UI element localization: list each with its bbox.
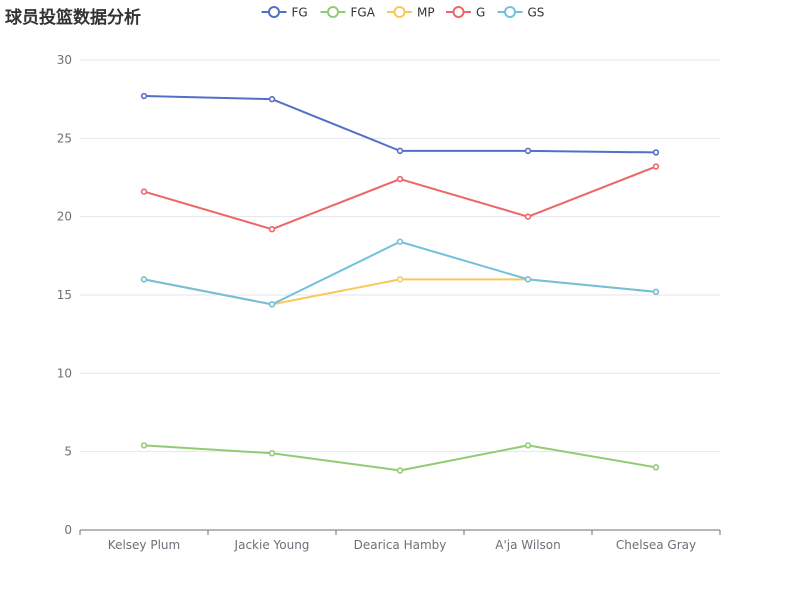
chart-title: 球员投篮数据分析 [5,8,141,28]
y-axis: 0 5 10 15 20 25 30 [57,53,72,537]
series-layer [140,92,660,474]
series-line [143,278,657,306]
legend-label: G [476,6,485,20]
series-fga [140,442,660,474]
legend-marker [268,6,280,18]
data-point [524,442,532,449]
legend-marker [327,6,339,18]
legend: FG FGA MP G GS [261,6,545,20]
y-tick-label: 15 [57,288,72,302]
legend-item-fga[interactable]: FGA [320,6,376,20]
data-point [652,163,660,170]
data-point [652,288,660,296]
y-tick-label: 10 [57,366,72,380]
legend-label: GS [528,6,545,20]
data-point [140,92,148,100]
data-point [140,188,148,195]
legend-label: FG [292,6,308,20]
legend-label: FGA [351,6,376,20]
legend-item-fg[interactable]: FG [261,6,308,20]
legend-marker [452,6,465,18]
legend-marker [393,6,406,18]
data-point [524,213,532,220]
data-point [652,149,660,156]
data-point [652,464,660,471]
data-point [524,276,532,283]
data-point [268,226,276,233]
legend-label: MP [417,6,435,20]
data-point [268,450,276,457]
x-tick-label: Chelsea Gray [616,538,696,552]
legend-marker [504,6,516,18]
grid-lines [80,59,720,453]
data-point [140,276,148,283]
legend-item-g[interactable]: G [446,6,485,20]
series-gs [140,238,660,308]
data-point [396,467,404,474]
x-tick-label: Jackie Young [234,538,310,552]
series-line [143,444,657,472]
series-mp [140,276,660,308]
x-tick-label: A'ja Wilson [495,538,560,552]
y-tick-label: 0 [64,523,72,537]
legend-item-gs[interactable]: GS [497,6,545,20]
y-tick-label: 25 [57,131,72,145]
series-g [140,163,660,233]
data-point [396,175,404,183]
legend-item-mp[interactable]: MP [387,6,435,20]
data-point [396,147,404,155]
data-point [396,238,404,245]
y-tick-label: 30 [57,53,72,67]
series-fg [140,92,660,156]
series-line [143,95,657,154]
y-tick-label: 5 [64,445,72,459]
data-point [268,301,276,308]
data-point [268,95,276,103]
x-axis: Kelsey Plum Jackie Young Dearica Hamby A'ja… [79,529,721,552]
data-point [140,442,148,449]
x-tick-label: Kelsey Plum [108,538,180,552]
y-tick-label: 20 [57,210,72,224]
data-point [396,276,404,283]
data-point [524,147,532,155]
x-tick-label: Dearica Hamby [354,538,447,552]
